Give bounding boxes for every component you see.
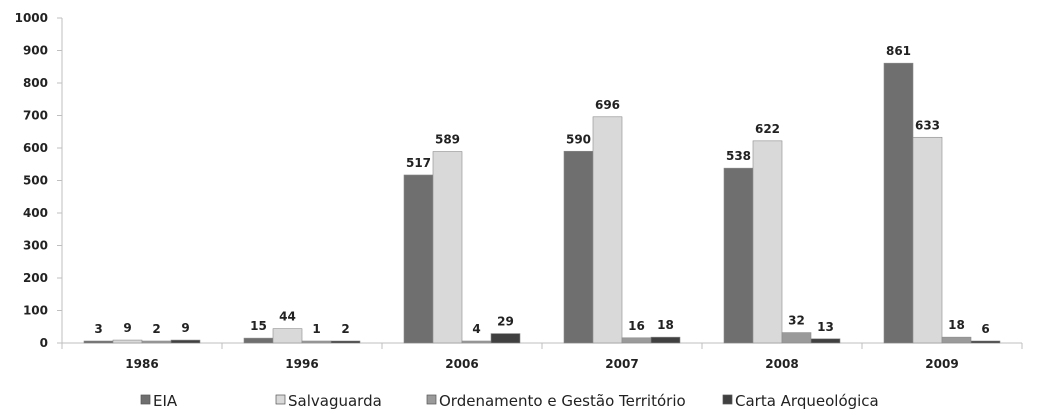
data-label: 6 bbox=[981, 322, 989, 336]
x-axis: 1986 1996 2006 2007 2008 2009 bbox=[61, 342, 1023, 371]
data-label: 633 bbox=[915, 118, 940, 132]
bar-salvaguarda-2008 bbox=[752, 140, 783, 344]
data-label: 18 bbox=[657, 318, 674, 332]
x-tick-label: 2008 bbox=[765, 357, 798, 371]
bar-eia-2009 bbox=[883, 62, 914, 344]
data-label: 4 bbox=[472, 322, 480, 336]
data-label: 3 bbox=[94, 322, 102, 336]
data-label: 32 bbox=[788, 314, 805, 328]
data-label: 9 bbox=[123, 321, 131, 335]
y-tick-label: 700 bbox=[23, 109, 48, 123]
legend-label: Carta Arqueológica bbox=[735, 392, 879, 410]
bar-carta-arqueol-gica-1996 bbox=[330, 340, 361, 344]
bar-eia-1996 bbox=[243, 337, 274, 344]
legend-label: EIA bbox=[153, 392, 178, 410]
bar-salvaguarda-2007 bbox=[592, 116, 623, 344]
data-label: 2 bbox=[152, 322, 160, 336]
bar-carta-arqueol-gica-2007 bbox=[650, 336, 681, 344]
data-label: 622 bbox=[755, 122, 780, 136]
legend-swatch bbox=[140, 394, 151, 405]
data-label: 13 bbox=[817, 320, 834, 334]
bar-ordenamento-e-gest-o-territ-rio-2009 bbox=[941, 336, 972, 344]
y-tick-label: 300 bbox=[23, 239, 48, 253]
legend: EIA Salvaguarda Ordenamento e Gestão Terri… bbox=[140, 392, 879, 410]
y-tick-label: 800 bbox=[23, 76, 48, 90]
data-label: 9 bbox=[181, 321, 189, 335]
x-tick-label: 2006 bbox=[445, 357, 478, 371]
y-axis: 0 100 200 300 400 500 600 700 800 900 1000 bbox=[15, 11, 63, 350]
bar-salvaguarda-2009 bbox=[912, 136, 943, 344]
y-tick-label: 400 bbox=[23, 206, 48, 220]
y-tick-label: 200 bbox=[23, 271, 48, 285]
legend-swatch bbox=[275, 394, 286, 405]
bar-eia-2006 bbox=[403, 174, 434, 344]
x-tick-label: 2007 bbox=[605, 357, 638, 371]
bar-ordenamento-e-gest-o-territ-rio-2007 bbox=[621, 337, 652, 344]
data-label: 696 bbox=[595, 98, 620, 112]
data-label: 16 bbox=[628, 319, 645, 333]
y-tick-label: 0 bbox=[40, 336, 48, 350]
bar-ordenamento-e-gest-o-territ-rio-2006 bbox=[461, 340, 492, 344]
bar-salvaguarda-1996 bbox=[272, 328, 303, 344]
bar-carta-arqueol-gica-2009 bbox=[970, 340, 1001, 344]
bar-carta-arqueol-gica-2008 bbox=[810, 338, 841, 344]
bar-salvaguarda-2006 bbox=[432, 151, 463, 344]
bar-ordenamento-e-gest-o-territ-rio-1996 bbox=[301, 340, 332, 344]
legend-swatch bbox=[426, 394, 437, 405]
data-label: 861 bbox=[886, 44, 911, 58]
data-label: 18 bbox=[948, 318, 965, 332]
bar-ordenamento-e-gest-o-territ-rio-1986 bbox=[141, 340, 172, 344]
data-label: 517 bbox=[406, 156, 431, 170]
x-tick-label: 1996 bbox=[285, 357, 318, 371]
data-label: 590 bbox=[566, 132, 591, 146]
bar-eia-1986 bbox=[83, 340, 114, 344]
legend-label: Ordenamento e Gestão Território bbox=[439, 392, 686, 410]
x-tick-label: 1986 bbox=[125, 357, 158, 371]
y-tick-label: 900 bbox=[23, 44, 48, 58]
data-label: 29 bbox=[497, 315, 514, 329]
legend-swatch bbox=[722, 394, 733, 405]
data-label: 538 bbox=[726, 149, 751, 163]
bars bbox=[83, 62, 1001, 344]
data-label: 44 bbox=[279, 310, 296, 324]
y-tick-label: 500 bbox=[23, 174, 48, 188]
legend-label: Salvaguarda bbox=[288, 392, 382, 410]
data-label: 2 bbox=[341, 322, 349, 336]
bar-eia-2008 bbox=[723, 167, 754, 344]
data-label: 589 bbox=[435, 133, 460, 147]
bar-carta-arqueol-gica-1986 bbox=[170, 339, 201, 344]
bar-ordenamento-e-gest-o-territ-rio-2008 bbox=[781, 332, 812, 344]
x-tick-label: 2009 bbox=[925, 357, 958, 371]
y-tick-label: 100 bbox=[23, 304, 48, 318]
y-tick-label: 600 bbox=[23, 141, 48, 155]
bar-eia-2007 bbox=[563, 150, 594, 344]
data-label: 15 bbox=[250, 319, 267, 333]
y-tick-label: 1000 bbox=[15, 11, 48, 25]
bar-salvaguarda-1986 bbox=[112, 339, 143, 344]
data-label: 1 bbox=[312, 322, 320, 336]
bar-carta-arqueol-gica-2006 bbox=[490, 333, 521, 344]
